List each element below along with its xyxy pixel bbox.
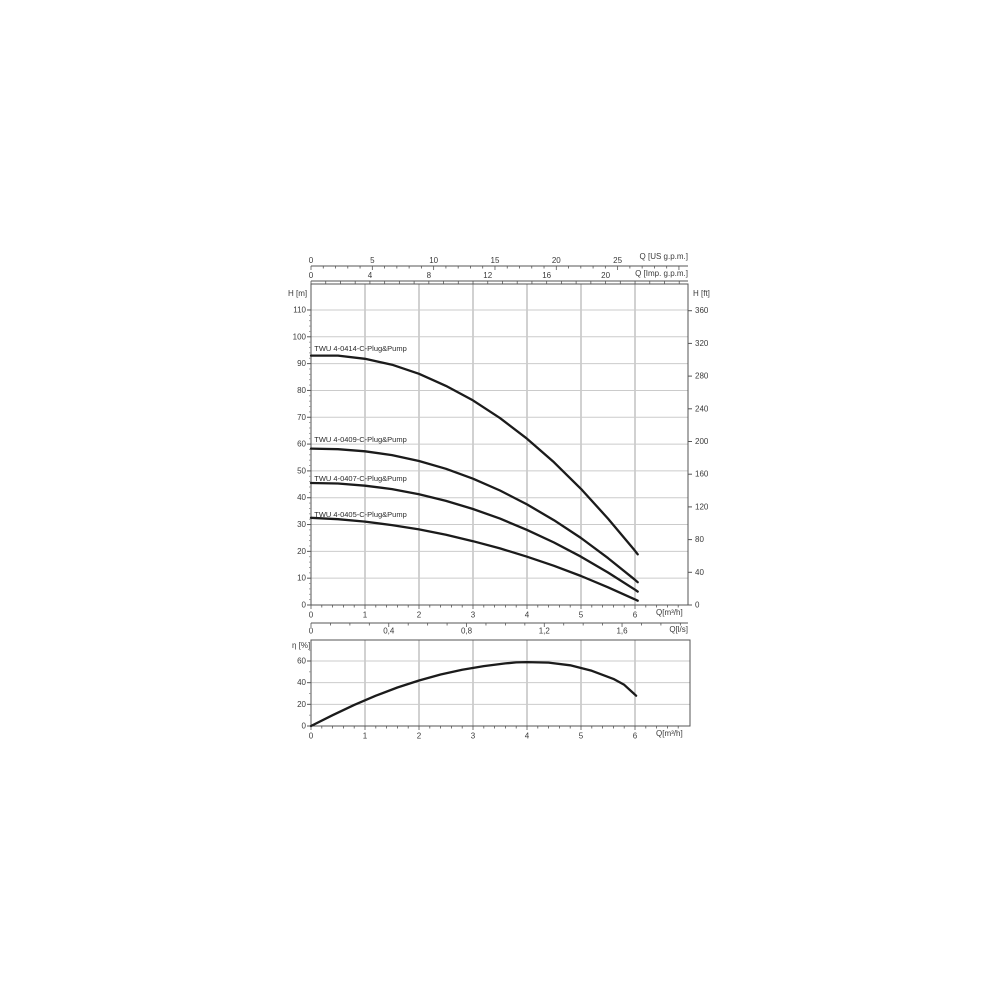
h-m-tick-label: 40 (297, 493, 306, 502)
efficiency-curve (309, 660, 638, 728)
q-m3h-tick-label: 1 (363, 611, 368, 620)
pump-curve-2 (309, 481, 639, 593)
eta-tick-label: 20 (297, 700, 306, 709)
imp-gpm-tick-label: 8 (427, 271, 432, 280)
h-m-tick-label: 10 (297, 574, 306, 583)
pump-curve-1 (309, 447, 639, 584)
y-axis-label-head-m: H [m] (288, 289, 308, 298)
eta-tick-label: 40 (297, 678, 306, 687)
q-m3h-tick-label: 0 (309, 611, 314, 620)
h-ft-tick-label: 40 (695, 568, 704, 577)
curve-label-0: TWU 4-0414-C-Plug&Pump (314, 343, 407, 353)
imp-gpm-tick-label: 20 (601, 271, 610, 280)
h-m-tick-label: 60 (297, 440, 306, 449)
x-axis-label-imp-gpm: Q [Imp. g.p.m.] (635, 269, 688, 278)
h-m-tick-label: 50 (297, 466, 306, 475)
h-ft-tick-label: 320 (695, 339, 709, 348)
imp-gpm-tick-label: 0 (309, 271, 314, 280)
x-axis-label-m3h-main: Q[m³/h] (656, 608, 683, 617)
x-axis-label-m3h-eta: Q[m³/h] (656, 729, 683, 738)
q-m3h-tick-label: 5 (579, 611, 584, 620)
imp-gpm-tick-label: 4 (368, 271, 373, 280)
q-m3h-tick-label: 6 (633, 611, 638, 620)
h-m-tick-label: 0 (302, 601, 307, 610)
q-m3h-tick-label: 2 (417, 732, 422, 741)
h-m-tick-label: 70 (297, 413, 306, 422)
h-ft-tick-label: 200 (695, 437, 709, 446)
curve-label-2: TWU 4-0407-C-Plug&Pump (314, 473, 407, 483)
y-axis-label-head-ft: H [ft] (693, 289, 710, 298)
q-m3h-tick-label: 4 (525, 732, 530, 741)
x-axis-label-us-gpm: Q [US g.p.m.] (639, 252, 688, 261)
x-axis-label-ls: Q[l/s] (669, 625, 688, 634)
h-ft-tick-label: 280 (695, 372, 709, 381)
us-gpm-tick-label: 20 (552, 256, 561, 265)
eta-tick-label: 60 (297, 657, 306, 666)
y-axis-label-eta: η [%] (292, 641, 311, 650)
eta-tick-label: 0 (302, 722, 307, 731)
h-ft-tick-label: 80 (695, 535, 704, 544)
q-m3h-tick-label: 0 (309, 732, 314, 741)
q-m3h-tick-label: 3 (471, 611, 476, 620)
h-ft-tick-label: 0 (695, 601, 700, 610)
pump-curve-0 (309, 354, 639, 556)
us-gpm-tick-label: 15 (491, 256, 500, 265)
h-ft-tick-label: 240 (695, 404, 709, 413)
pump-curve-3 (309, 516, 639, 602)
h-m-tick-label: 80 (297, 386, 306, 395)
us-gpm-tick-label: 0 (309, 256, 314, 265)
q-m3h-tick-label: 2 (417, 611, 422, 620)
q-m3h-tick-label: 6 (633, 732, 638, 741)
h-m-tick-label: 20 (297, 547, 306, 556)
q-m3h-tick-label: 5 (579, 732, 584, 741)
curve-label-1: TWU 4-0409-C-Plug&Pump (314, 435, 407, 445)
h-m-tick-label: 100 (293, 332, 307, 341)
q-ls-tick-label: 0,8 (461, 627, 473, 636)
h-m-tick-label: 30 (297, 520, 306, 529)
us-gpm-tick-label: 25 (613, 256, 622, 265)
us-gpm-tick-label: 5 (370, 256, 375, 265)
q-ls-tick-label: 1,6 (616, 627, 628, 636)
h-m-tick-label: 90 (297, 359, 306, 368)
us-gpm-tick-label: 10 (429, 256, 438, 265)
h-ft-tick-label: 360 (695, 306, 709, 315)
imp-gpm-tick-label: 16 (542, 271, 551, 280)
h-ft-tick-label: 160 (695, 470, 709, 479)
curve-label-3: TWU 4-0405-C-Plug&Pump (314, 510, 407, 520)
q-ls-tick-label: 1,2 (539, 627, 551, 636)
q-ls-tick-label: 0 (309, 627, 314, 636)
q-m3h-tick-label: 3 (471, 732, 476, 741)
q-m3h-tick-label: 4 (525, 611, 530, 620)
h-m-tick-label: 110 (293, 305, 306, 314)
q-ls-tick-label: 0,4 (383, 627, 395, 636)
imp-gpm-tick-label: 12 (483, 271, 492, 280)
h-ft-tick-label: 120 (695, 502, 709, 511)
q-m3h-tick-label: 1 (363, 732, 368, 741)
